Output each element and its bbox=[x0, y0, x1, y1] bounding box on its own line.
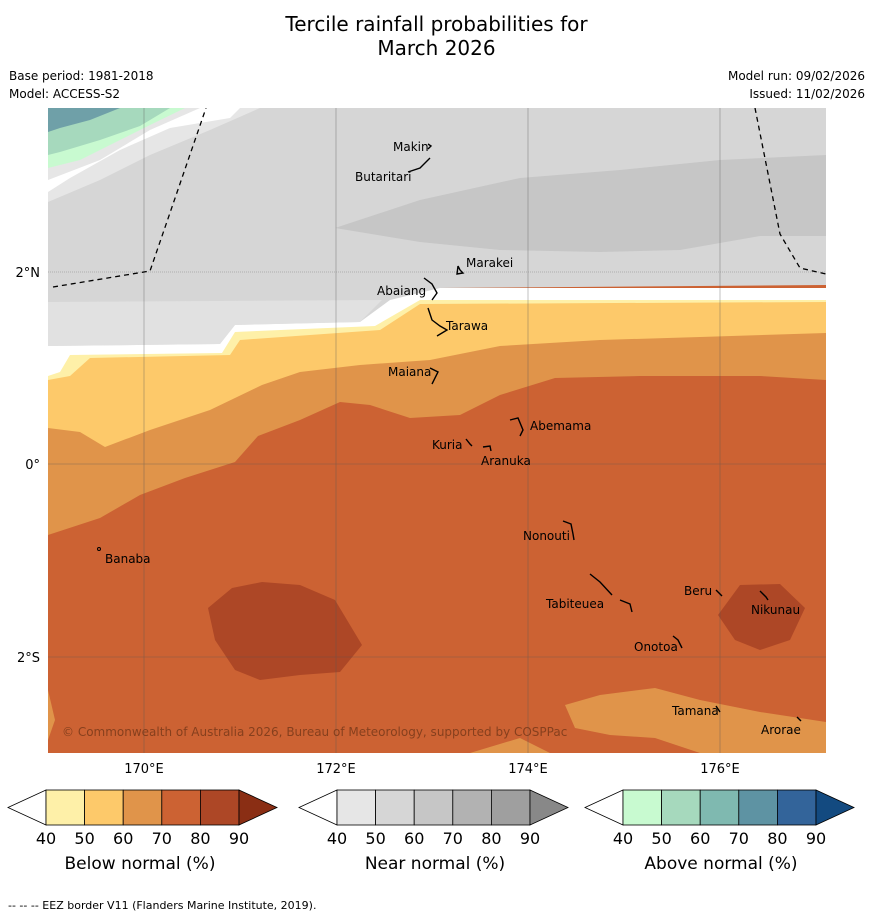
region-below-80-west bbox=[208, 582, 362, 680]
colorbar-below-tick-80: 80 bbox=[190, 829, 210, 848]
label-makin: Makin bbox=[393, 140, 429, 154]
colorbar-near-tick-50: 50 bbox=[365, 829, 385, 848]
lon-label-174: 174°E bbox=[508, 762, 548, 777]
colorbar-near-tick-80: 80 bbox=[481, 829, 501, 848]
label-abaiang: Abaiang bbox=[377, 284, 426, 298]
colorbar-label-near: Near normal (%) bbox=[364, 854, 506, 874]
label-marakei: Marakei bbox=[466, 256, 513, 270]
lon-label-172: 172°E bbox=[316, 762, 356, 777]
place-labels: Makin Butaritari Marakei Abaiang Tarawa … bbox=[105, 140, 801, 737]
colorbar-below-bin-0 bbox=[45, 789, 85, 826]
model-name: Model: ACCESS-S2 bbox=[9, 87, 121, 101]
colorbar-above-over-arrow bbox=[815, 789, 855, 826]
label-banaba: Banaba bbox=[105, 552, 151, 566]
label-nikunau: Nikunau bbox=[751, 603, 800, 617]
colorbar-above-bin-4 bbox=[777, 789, 817, 826]
lon-axis: 170°E 172°E 174°E 176°E bbox=[124, 762, 740, 777]
colorbar-above-bin-0 bbox=[622, 789, 662, 826]
label-nonouti: Nonouti bbox=[523, 529, 570, 543]
colorbar-above-tick-50: 50 bbox=[651, 829, 671, 848]
lat-axis: 2°N 0° 2°S bbox=[16, 266, 41, 666]
eez-footnote: -- -- -- EEZ border V11 (Flanders Marine… bbox=[8, 899, 317, 912]
colorbar-near-tick-70: 70 bbox=[443, 829, 463, 848]
label-tamana: Tamana bbox=[671, 704, 719, 718]
region-below-80-east bbox=[718, 584, 805, 650]
colorbar-below-bin-2 bbox=[122, 789, 163, 826]
colorbar-below-tick-60: 60 bbox=[113, 829, 133, 848]
colorbar-near-bin-3 bbox=[452, 789, 492, 826]
label-beru: Beru bbox=[684, 584, 712, 598]
title-line-1: Tercile rainfall probabilities for bbox=[285, 12, 588, 36]
colorbar-above-tick-80: 80 bbox=[767, 829, 787, 848]
region-above-60 bbox=[48, 108, 120, 132]
island-outlines bbox=[407, 143, 802, 722]
colorbar-above-bin-3 bbox=[738, 789, 778, 826]
label-kuria: Kuria bbox=[432, 438, 463, 452]
colorbar-near-tick-60: 60 bbox=[404, 829, 424, 848]
gridlines bbox=[48, 108, 826, 753]
copyright-notice: © Commonwealth of Australia 2026, Bureau… bbox=[62, 725, 567, 739]
lon-label-176: 176°E bbox=[700, 762, 740, 777]
colorbar-near: 40 50 60 70 80 90 bbox=[298, 789, 569, 848]
colorbar-near-bin-2 bbox=[413, 789, 454, 826]
colorbar-above-tick-40: 40 bbox=[613, 829, 633, 848]
lat-label-2s: 2°S bbox=[17, 651, 40, 666]
label-tabiteuea: Tabiteuea bbox=[545, 597, 604, 611]
colorbar-above-tick-70: 70 bbox=[729, 829, 749, 848]
meta-left: Base period: 1981-2018 Model: ACCESS-S2 bbox=[9, 67, 154, 103]
label-butaritari: Butaritari bbox=[355, 170, 412, 184]
lon-label-170: 170°E bbox=[124, 762, 164, 777]
colorbar-below-bin-4 bbox=[199, 789, 240, 826]
title-line-2: March 2026 bbox=[377, 36, 496, 60]
label-maiana: Maiana bbox=[388, 365, 431, 379]
region-near-60 bbox=[335, 155, 826, 252]
colorbar-above-under-arrow bbox=[584, 789, 624, 826]
colorbar-below: 40 50 60 70 80 90 bbox=[7, 789, 278, 848]
eez-border bbox=[52, 108, 826, 288]
colorbar-label-below: Below normal (%) bbox=[64, 854, 216, 874]
colorbar-above-tick-60: 60 bbox=[690, 829, 710, 848]
colorbar-near-under-arrow bbox=[298, 789, 338, 826]
colorbar-above: 40 50 60 70 80 90 bbox=[584, 789, 855, 848]
label-aranuka: Aranuka bbox=[481, 454, 531, 468]
label-tarawa: Tarawa bbox=[445, 319, 488, 333]
region-below-60-south bbox=[565, 688, 826, 753]
colorbar-near-bin-0 bbox=[336, 789, 376, 826]
colorbar-below-under-arrow bbox=[7, 789, 47, 826]
colorbar-above-tick-90: 90 bbox=[806, 829, 826, 848]
colorbar-near-tick-40: 40 bbox=[327, 829, 347, 848]
label-onotoa: Onotoa bbox=[634, 640, 678, 654]
issued-date: Issued: 11/02/2026 bbox=[749, 87, 865, 101]
colorbar-near-bin-4 bbox=[490, 789, 531, 826]
colorbar-above-bin-1 bbox=[661, 789, 701, 826]
label-arorae: Arorae bbox=[761, 723, 801, 737]
colorbars: 40 50 60 70 80 90 40 50 60 70 80 90 40 50 60 70 80 90 bbox=[7, 789, 855, 848]
colorbar-near-over-arrow bbox=[529, 789, 569, 826]
colorbar-label-above: Above normal (%) bbox=[644, 854, 798, 874]
label-abemama: Abemama bbox=[530, 419, 591, 433]
colorbar-near-bin-1 bbox=[375, 789, 415, 826]
lat-label-2n: 2°N bbox=[16, 266, 41, 281]
colorbar-above-bin-2 bbox=[699, 789, 740, 826]
meta-right: Model run: 09/02/2026 Issued: 11/02/2026 bbox=[728, 67, 865, 103]
colorbar-near-tick-90: 90 bbox=[520, 829, 540, 848]
colorbar-below-bin-3 bbox=[161, 789, 201, 826]
colorbar-below-tick-90: 90 bbox=[229, 829, 249, 848]
colorbar-below-over-arrow bbox=[238, 789, 278, 826]
chart-title: Tercile rainfall probabilities for March… bbox=[0, 12, 873, 60]
colorbar-below-tick-70: 70 bbox=[152, 829, 172, 848]
probability-field bbox=[48, 108, 826, 753]
model-run: Model run: 09/02/2026 bbox=[727, 69, 865, 83]
lat-label-0: 0° bbox=[25, 458, 40, 473]
colorbar-below-tick-50: 50 bbox=[74, 829, 94, 848]
colorbar-below-bin-1 bbox=[84, 789, 124, 826]
colorbar-below-tick-40: 40 bbox=[36, 829, 56, 848]
base-period: Base period: 1981-2018 bbox=[9, 69, 154, 83]
